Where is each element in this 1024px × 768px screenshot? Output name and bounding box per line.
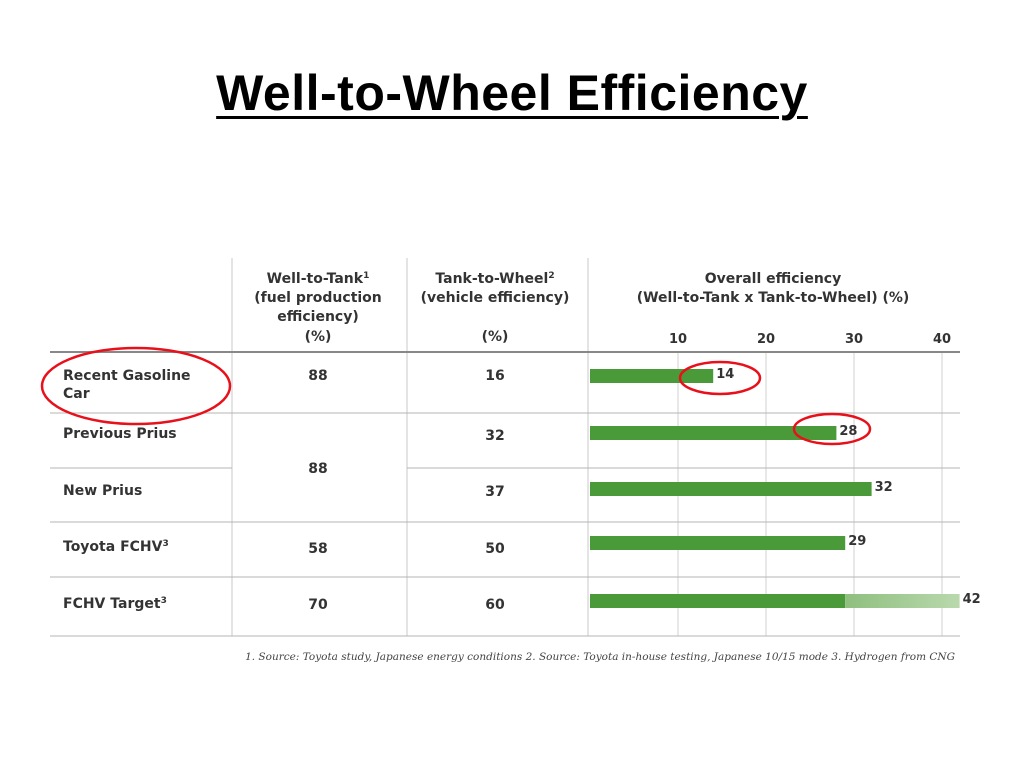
ttw-cell-row4: 50: [485, 541, 505, 557]
highlight-circle-value-28: [792, 412, 872, 446]
bar-solid: [590, 594, 846, 608]
header-ttw-line1: Tank-to-Wheel: [435, 271, 548, 287]
bar-value-label: 32: [875, 480, 893, 495]
header-ttw: Tank-to-Wheel2 (vehicle efficiency) (%): [421, 271, 570, 345]
bar-value-label: 14: [716, 367, 734, 382]
highlight-circle-gasoline-label: [40, 346, 232, 426]
header-ttw-line4: (%): [482, 329, 509, 345]
header-overall-line1: Overall efficiency: [705, 271, 841, 287]
row-label-fchv-target-sup: 3: [161, 596, 167, 606]
header-wtt-line3: efficiency): [277, 309, 359, 325]
ttw-column-values: 16 32 37 50 60: [485, 368, 505, 613]
x-tick-label: 20: [757, 332, 775, 347]
page-title: Well-to-Wheel Efficiency: [216, 65, 808, 121]
header-wtt-line4: (%): [305, 329, 332, 345]
x-tick-label: 10: [669, 332, 687, 347]
row-label-toyota-fchv: Toyota FCHV: [63, 539, 163, 555]
bar-value-label: 29: [848, 534, 866, 549]
header-wtt: Well-to-Tank1 (fuel production efficienc…: [254, 271, 382, 345]
header-ttw-sup: 2: [548, 271, 554, 281]
bar: [590, 536, 846, 550]
footnote: 1. Source: Toyota study, Japanese energy…: [245, 651, 955, 663]
bar: [590, 482, 872, 496]
header-ttw-line2: (vehicle efficiency): [421, 290, 570, 306]
svg-text:Well-to-Tank1: Well-to-Tank1: [267, 271, 370, 287]
row-label-toyota-fchv-sup: 3: [162, 539, 168, 549]
row-label-fchv-target: FCHV Target: [63, 596, 161, 612]
x-tick-label: 30: [845, 332, 863, 347]
bar: [590, 369, 714, 383]
bar-value-label: 28: [839, 424, 857, 439]
row-label-new-prius: New Prius: [63, 483, 142, 499]
ttw-cell-row5: 60: [485, 597, 505, 613]
wtt-cell-row1: 88: [308, 368, 327, 384]
bar-value-label: 42: [963, 592, 981, 607]
header-overall-line2: (Well-to-Tank x Tank-to-Wheel) (%): [637, 290, 910, 306]
ttw-cell-row1: 16: [485, 368, 504, 384]
ttw-cell-row2: 32: [485, 428, 504, 444]
header-wtt-line1: Well-to-Tank: [267, 271, 364, 287]
efficiency-bars: 14 28 32 29 42: [590, 367, 981, 608]
svg-text:FCHV Target3: FCHV Target3: [63, 596, 167, 612]
ttw-cell-row3: 37: [485, 484, 504, 500]
row-label-previous-prius: Previous Prius: [63, 426, 177, 442]
bar: [590, 426, 837, 440]
wtt-cell-row4: 58: [308, 541, 327, 557]
row-label-recent-gasoline: Recent Gasoline: [63, 368, 191, 384]
x-tick-label: 40: [933, 332, 951, 347]
header-wtt-line2: (fuel production: [254, 290, 382, 306]
header-wtt-sup: 1: [363, 271, 369, 281]
svg-text:Tank-to-Wheel2: Tank-to-Wheel2: [435, 271, 554, 287]
row-label-recent-gasoline-l2: Car: [63, 386, 90, 402]
x-axis-ticks: 10 20 30 40: [669, 332, 951, 347]
header-overall: Overall efficiency (Well-to-Tank x Tank-…: [637, 271, 910, 306]
wtt-column-values: 88 88 58 70: [308, 368, 328, 613]
row-labels: Recent Gasoline Car Previous Prius New P…: [63, 368, 191, 612]
highlight-circle-value-14: [678, 360, 762, 396]
wtt-cell-prius-merged: 88: [308, 461, 327, 477]
bar-target-portion: [845, 594, 960, 608]
svg-text:Toyota FCHV3: Toyota FCHV3: [63, 539, 169, 555]
wtt-cell-row5: 70: [308, 597, 328, 613]
